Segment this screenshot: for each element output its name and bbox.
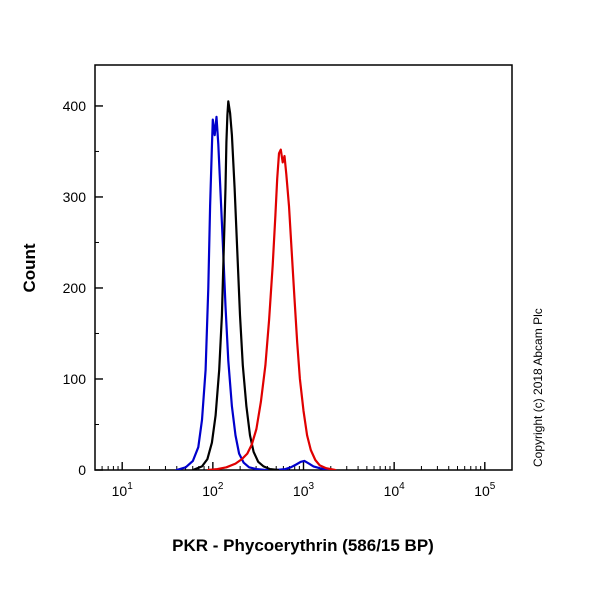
y-tick-label: 200 — [63, 280, 87, 296]
y-axis: 0 100 200 300 400 — [63, 98, 103, 478]
x-axis: 101 102 103 104 105 — [101, 462, 496, 499]
y-tick-label: 100 — [63, 371, 87, 387]
y-tick-label: 400 — [63, 98, 87, 114]
x-tick-label: 103 — [293, 481, 315, 499]
x-tick-label: 105 — [474, 481, 496, 499]
copyright-text: Copyright (c) 2018 Abcam Plc — [531, 308, 545, 467]
series-black — [191, 100, 280, 470]
series-blue — [175, 115, 330, 470]
series-red — [207, 148, 337, 470]
y-tick-label: 0 — [78, 462, 86, 478]
y-tick-label: 300 — [63, 189, 87, 205]
x-tick-label: 104 — [384, 481, 406, 499]
y-axis-label: Count — [20, 243, 39, 293]
x-tick-label: 101 — [112, 481, 134, 499]
x-axis-label: PKR - Phycoerythrin (586/15 BP) — [172, 536, 434, 555]
x-tick-label: 102 — [202, 481, 224, 499]
